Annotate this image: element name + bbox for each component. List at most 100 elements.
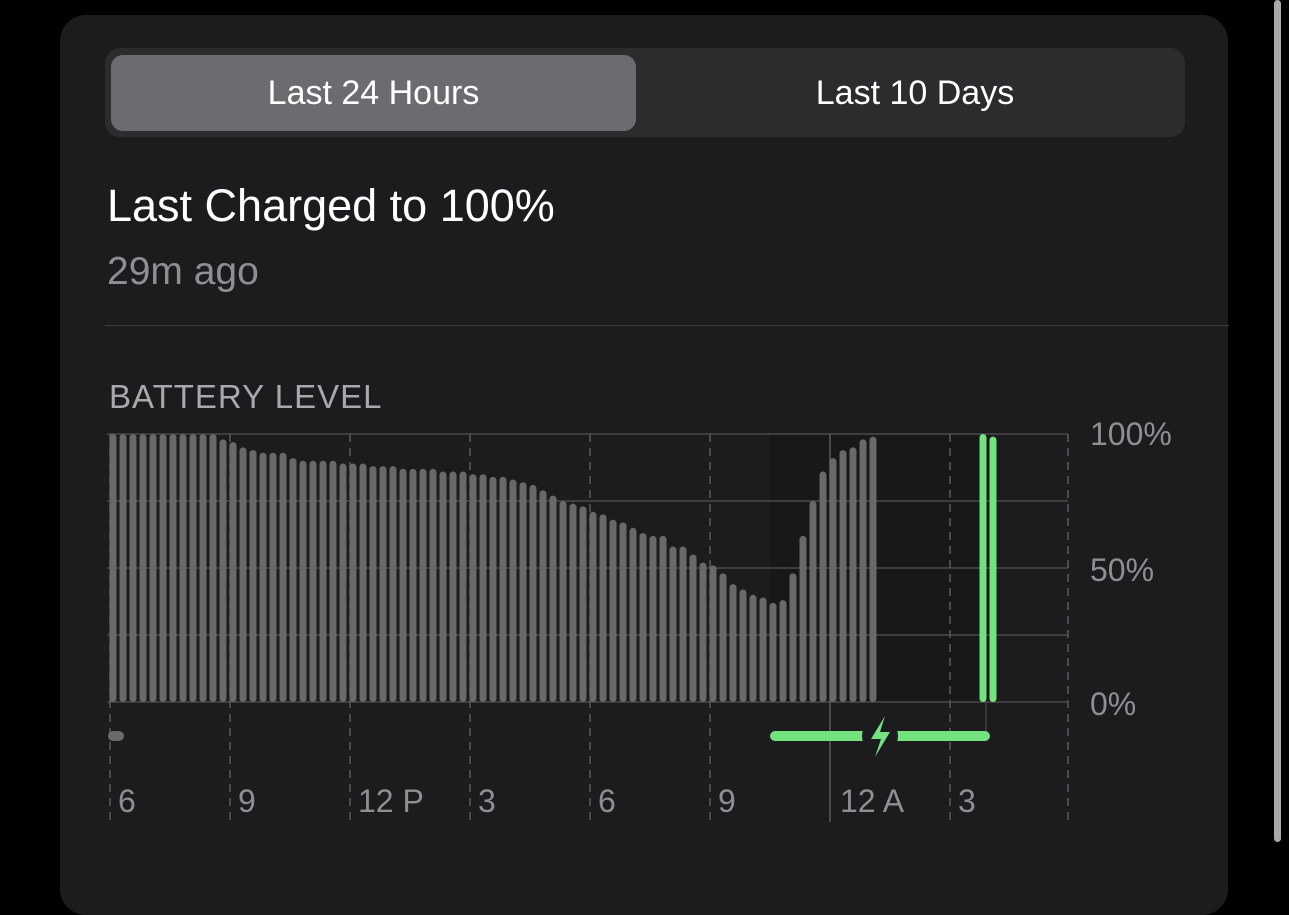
scrollbar[interactable] [1274, 0, 1281, 842]
battery-bar [629, 527, 637, 702]
battery-bar [179, 434, 187, 702]
battery-bar [859, 439, 867, 702]
battery-bar [159, 434, 167, 702]
battery-bar [409, 468, 417, 702]
battery-bar [229, 442, 237, 702]
battery-bar [389, 466, 397, 702]
tab-last-24-hours[interactable]: Last 24 Hours [111, 55, 636, 131]
battery-bar [309, 460, 317, 702]
battery-bar [809, 501, 817, 702]
battery-bar [819, 471, 827, 702]
battery-bar [619, 522, 627, 702]
battery-bar [239, 447, 247, 702]
divider [105, 325, 1229, 326]
battery-bar [329, 460, 337, 702]
battery-level-heading: BATTERY LEVEL [109, 378, 383, 415]
battery-bar [829, 458, 837, 702]
battery-bar [429, 468, 437, 702]
battery-bar [269, 452, 277, 702]
battery-bar [209, 434, 217, 702]
battery-bar [399, 468, 407, 702]
battery-level-chart [107, 433, 1069, 822]
battery-bar [679, 546, 687, 702]
battery-state-marker [108, 731, 124, 741]
x-tick-label: 12 A [840, 783, 905, 819]
battery-bar [449, 471, 457, 702]
battery-bar [719, 573, 727, 702]
battery-bar [539, 490, 547, 702]
battery-bar [149, 434, 157, 702]
x-tick-label: 3 [958, 783, 976, 819]
battery-bar [519, 482, 527, 702]
battery-bar [459, 471, 467, 702]
battery-bar [169, 434, 177, 702]
battery-bar [479, 474, 487, 702]
battery-bar [109, 434, 117, 702]
battery-bar [549, 495, 557, 702]
battery-bar [869, 436, 877, 702]
battery-bar [219, 439, 227, 702]
battery-bar [369, 466, 377, 702]
battery-bar [319, 460, 327, 702]
time-range-segmented-control[interactable]: Last 24 Hours Last 10 Days [105, 48, 1185, 137]
battery-bar [249, 450, 257, 702]
battery-bar [789, 573, 797, 702]
battery-bar [419, 468, 427, 702]
battery-bar [339, 463, 347, 702]
battery-bar [119, 434, 127, 702]
x-tick-label: 6 [118, 783, 136, 819]
battery-bar [769, 602, 777, 702]
battery-bar [589, 511, 597, 702]
battery-bar [359, 463, 367, 702]
battery-bar [639, 533, 647, 702]
battery-bar [649, 535, 657, 702]
x-tick-label: 9 [718, 783, 736, 819]
battery-bar [729, 584, 737, 702]
y-tick-label: 0% [1090, 686, 1137, 722]
battery-bar [669, 546, 677, 702]
x-tick-label: 9 [238, 783, 256, 819]
battery-bar [379, 466, 387, 702]
bolt-icon [871, 716, 890, 757]
battery-bar [489, 476, 497, 702]
battery-bar [599, 514, 607, 702]
battery-bar [779, 600, 787, 702]
battery-bar [199, 434, 207, 702]
battery-bar [509, 479, 517, 702]
charged-battery-bar [989, 436, 997, 702]
battery-bar [299, 460, 307, 702]
battery-bar [529, 484, 537, 702]
y-tick-label: 100% [1090, 416, 1172, 452]
battery-bar [709, 565, 717, 702]
battery-bar [279, 452, 287, 702]
battery-bar [689, 554, 697, 702]
battery-bar [799, 535, 807, 702]
battery-bar [579, 506, 587, 702]
battery-bar [739, 589, 747, 702]
x-tick-label: 6 [598, 783, 616, 819]
battery-bar [559, 501, 567, 702]
battery-bar [259, 452, 267, 702]
battery-bar [609, 519, 617, 702]
battery-bar [439, 471, 447, 702]
battery-bar [699, 562, 707, 702]
battery-bar [349, 463, 357, 702]
battery-bar [569, 503, 577, 702]
battery-bar [659, 535, 667, 702]
tab-last-10-days[interactable]: Last 10 Days [815, 73, 1015, 112]
battery-bar [839, 450, 847, 702]
battery-bar [139, 434, 147, 702]
x-tick-label: 12 P [358, 783, 424, 819]
battery-bar [289, 458, 297, 702]
x-tick-label: 3 [478, 783, 496, 819]
battery-bar [189, 434, 197, 702]
battery-bar [849, 447, 857, 702]
last-charged-title: Last Charged to 100% [107, 180, 555, 231]
battery-bar [129, 434, 137, 702]
charged-battery-bar [979, 434, 987, 702]
battery-bar [749, 594, 757, 702]
battery-bar [499, 476, 507, 702]
y-tick-label: 50% [1090, 552, 1155, 588]
battery-bar [759, 597, 767, 702]
last-charged-time: 29m ago [107, 250, 259, 293]
